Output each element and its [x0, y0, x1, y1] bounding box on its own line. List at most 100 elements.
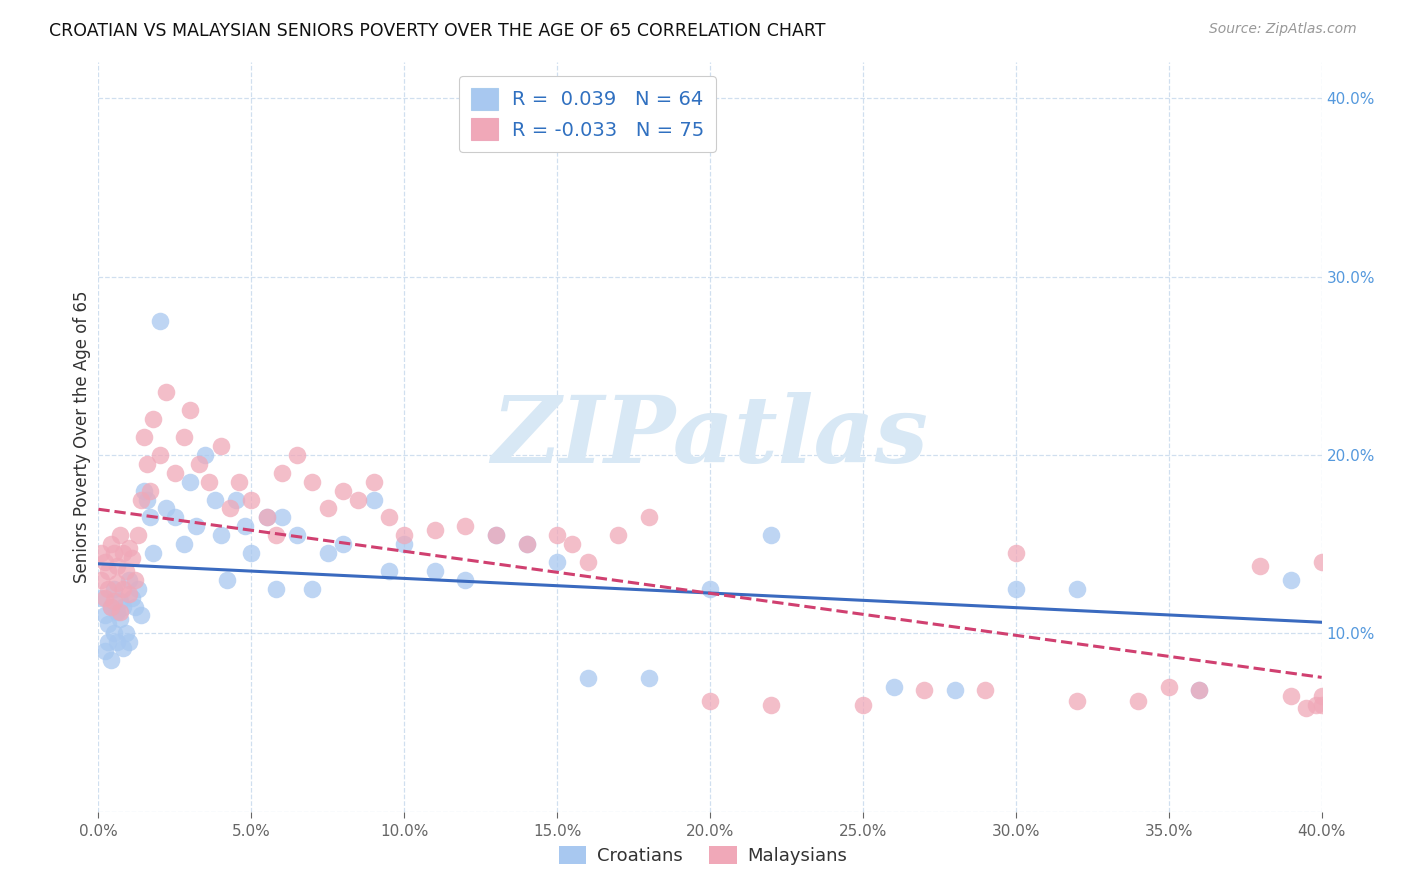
Point	[485, 528, 508, 542]
Point	[607, 528, 630, 542]
Point	[1249, 558, 1271, 573]
Point	[378, 510, 401, 524]
Point	[100, 599, 122, 614]
Point	[270, 510, 292, 524]
Legend: R =  0.039   N = 64, R = -0.033   N = 75: R = 0.039 N = 64, R = -0.033 N = 75	[460, 76, 716, 152]
Point	[115, 564, 138, 578]
Point	[103, 626, 125, 640]
Point	[454, 573, 477, 587]
Point	[301, 582, 323, 596]
Point	[149, 314, 172, 328]
Point	[454, 519, 477, 533]
Point	[136, 492, 159, 507]
Point	[637, 671, 661, 685]
Point	[392, 537, 416, 551]
Point	[173, 537, 195, 551]
Text: CROATIAN VS MALAYSIAN SENIORS POVERTY OVER THE AGE OF 65 CORRELATION CHART: CROATIAN VS MALAYSIAN SENIORS POVERTY OV…	[49, 22, 825, 40]
Point	[103, 582, 125, 596]
Point	[155, 385, 177, 400]
Point	[90, 591, 112, 605]
Point	[108, 612, 131, 626]
Point	[100, 599, 122, 614]
Point	[129, 608, 152, 623]
Point	[225, 492, 247, 507]
Point	[134, 430, 156, 444]
Point	[1305, 698, 1327, 712]
Point	[546, 528, 568, 542]
Point	[118, 573, 141, 587]
Point	[105, 635, 128, 649]
Point	[111, 546, 134, 560]
Point	[118, 635, 141, 649]
Point	[103, 594, 125, 608]
Point	[93, 591, 115, 605]
Point	[332, 537, 354, 551]
Point	[270, 466, 292, 480]
Point	[139, 510, 162, 524]
Point	[576, 555, 599, 569]
Point	[699, 694, 721, 708]
Text: Source: ZipAtlas.com: Source: ZipAtlas.com	[1209, 22, 1357, 37]
Point	[699, 582, 721, 596]
Point	[155, 501, 177, 516]
Point	[1295, 701, 1317, 715]
Point	[576, 671, 599, 685]
Point	[228, 475, 250, 489]
Point	[1066, 694, 1088, 708]
Point	[485, 528, 508, 542]
Point	[111, 640, 134, 655]
Point	[197, 475, 219, 489]
Point	[363, 475, 385, 489]
Point	[316, 501, 339, 516]
Point	[1310, 698, 1333, 712]
Point	[136, 457, 159, 471]
Point	[759, 698, 782, 712]
Point	[194, 448, 217, 462]
Point	[516, 537, 538, 551]
Point	[204, 492, 226, 507]
Point	[124, 573, 146, 587]
Point	[179, 475, 201, 489]
Point	[179, 403, 201, 417]
Point	[97, 635, 120, 649]
Point	[285, 448, 308, 462]
Point	[121, 551, 143, 566]
Point	[240, 546, 263, 560]
Point	[233, 519, 256, 533]
Point	[163, 510, 186, 524]
Point	[240, 492, 263, 507]
Point	[100, 653, 122, 667]
Point	[149, 448, 172, 462]
Point	[142, 546, 165, 560]
Point	[912, 683, 935, 698]
Point	[883, 680, 905, 694]
Point	[316, 546, 339, 560]
Point	[108, 528, 131, 542]
Point	[186, 519, 208, 533]
Legend: Croatians, Malaysians: Croatians, Malaysians	[551, 838, 855, 872]
Point	[118, 587, 141, 601]
Point	[134, 483, 156, 498]
Point	[93, 555, 115, 569]
Point	[516, 537, 538, 551]
Point	[759, 528, 782, 542]
Point	[139, 483, 162, 498]
Point	[423, 564, 446, 578]
Point	[97, 564, 120, 578]
Point	[378, 564, 401, 578]
Point	[108, 605, 131, 619]
Point	[546, 555, 568, 569]
Point	[852, 698, 875, 712]
Point	[163, 466, 186, 480]
Point	[264, 582, 287, 596]
Point	[215, 573, 238, 587]
Point	[90, 573, 112, 587]
Point	[943, 683, 966, 698]
Point	[127, 528, 149, 542]
Point	[363, 492, 385, 507]
Point	[423, 523, 446, 537]
Point	[90, 546, 112, 560]
Y-axis label: Seniors Poverty Over the Age of 65: Seniors Poverty Over the Age of 65	[73, 291, 91, 583]
Point	[256, 510, 278, 524]
Point	[127, 582, 149, 596]
